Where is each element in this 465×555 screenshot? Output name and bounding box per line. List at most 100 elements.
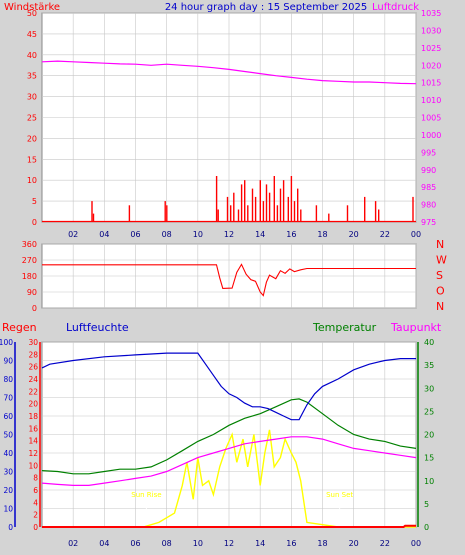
pressure-tick-label: 1035 [421,9,441,18]
wind-bar [237,209,240,222]
wind-tick-label: 10 [27,176,37,185]
header-right-label: Luftdruck [372,2,419,13]
rain-tick-label: 2 [33,511,38,520]
wind-bar [378,209,380,222]
humidity-tick-label: 100 [0,338,13,347]
temperature-line [41,398,417,475]
wind-tick-label: 25 [27,114,37,123]
wind-tick-label: 30 [27,93,37,102]
wind-bar [166,205,168,222]
pressure-line [41,60,417,85]
rain-tick-label: 26 [28,363,38,372]
pressure-axis-ticks: 975 980 985 990 995 1000 1005 1010 1015 1020 1025 1… [421,9,441,227]
rain-tick-label: 22 [28,387,38,396]
temperature-axis-ticks: 0 5 10 15 20 25 30 35 40 [424,338,434,532]
pressure-tick-label: 1030 [421,26,441,35]
wind-tick-label: 35 [27,72,37,81]
rain-tick-label: 28 [28,350,38,359]
wind-tick-label: 40 [27,51,37,60]
temperature-tick-label: 40 [424,338,434,347]
x-tick-label: 10 [193,539,203,548]
header-title: 24 hour graph day : 15 September 2025 [165,2,367,13]
wind-bar [254,196,257,222]
direction-tick-label: 0 [32,304,37,313]
humidity-tick-label: 30 [3,468,13,477]
pressure-tick-label: 1020 [421,61,441,70]
sun-annotation-label: Sun Set [326,491,353,499]
x-tick-label: 16 [286,539,296,548]
wind-bar [268,192,271,222]
pressure-tick-label: 985 [421,183,436,192]
rain-line [42,524,416,528]
humidity-line [41,352,416,421]
top-grid [42,12,417,223]
humidity-tick-label: 90 [3,357,13,366]
x-tick-label: 14 [255,539,265,548]
x-tick-label: 14 [255,230,265,239]
x-tick-label: 00 [411,539,421,548]
wind-bar [244,180,246,222]
temperature-tick-label: 35 [424,361,434,370]
x-tick-label: 04 [99,230,109,239]
temperature-tick-label: 15 [424,454,434,463]
compass-label: O [436,285,445,298]
humidity-tick-label: 0 [8,523,13,532]
wind-bar [374,201,377,222]
wind-tick-label: 50 [27,9,37,18]
x-tick-label: 18 [317,230,327,239]
dewpoint-line [41,436,417,486]
rain-tick-label: 20 [28,400,38,409]
pressure-tick-label: 995 [421,148,436,157]
wind-bar [282,180,285,222]
wind-bar [293,201,296,222]
wind-bar [328,213,330,222]
direction-series-line [42,263,416,297]
wind-bar [273,176,275,222]
rain-tick-label: 4 [33,498,38,507]
x-tick-label: 08 [162,539,172,548]
pressure-tick-label: 1000 [421,131,441,140]
temperature-tick-label: 20 [424,431,434,440]
dewpoint-label: Taupunkt [390,321,442,334]
wind-bars [42,176,416,223]
compass-label: S [436,269,443,282]
pressure-tick-label: 990 [421,166,436,175]
x-tick-label: 06 [130,539,140,548]
humidity-tick-label: 40 [3,449,13,458]
direction-grid [42,243,417,309]
x-tick-label: 02 [68,539,78,548]
direction-axis-ticks: 0 90 180 270 360 [22,240,37,313]
humidity-tick-label: 70 [3,394,13,403]
x-tick-label: 16 [286,230,296,239]
x-tick-label: 02 [68,230,78,239]
humidity-tick-label: 20 [3,486,13,495]
pressure-tick-label: 1015 [421,79,441,88]
pressure-series-line [41,60,417,85]
header-left-label: Windstärke [4,2,60,13]
humidity-axis-ticks: 0 10 20 30 40 50 60 70 80 90 100 [0,338,13,532]
wind-bar [259,180,261,222]
rain-tick-label: 14 [28,437,38,446]
wind-bar [262,201,265,222]
x-tick-label: 22 [380,230,390,239]
rain-tick-label: 6 [33,486,38,495]
wind-bar [290,176,293,222]
bottom-panel: Regen Luftfeuchte Temperatur Taupunkt 0 1… [0,321,442,548]
temperature-label: Temperatur [312,321,377,334]
wind-bar [279,188,282,222]
pressure-tick-label: 980 [421,201,436,210]
sun-annotations: Sun Rise Sun Set [131,491,353,511]
wind-bar [217,209,219,222]
temperature-tick-label: 10 [424,477,434,486]
pressure-tick-label: 975 [421,218,436,227]
x-tick-label: 22 [380,539,390,548]
pressure-tick-label: 1025 [421,44,441,53]
wind-bar [315,205,318,222]
rain-tick-label: 12 [28,449,38,458]
wind-bar [300,209,302,222]
humidity-tick-label: 10 [3,505,13,514]
direction-tick-label: 90 [27,288,37,297]
